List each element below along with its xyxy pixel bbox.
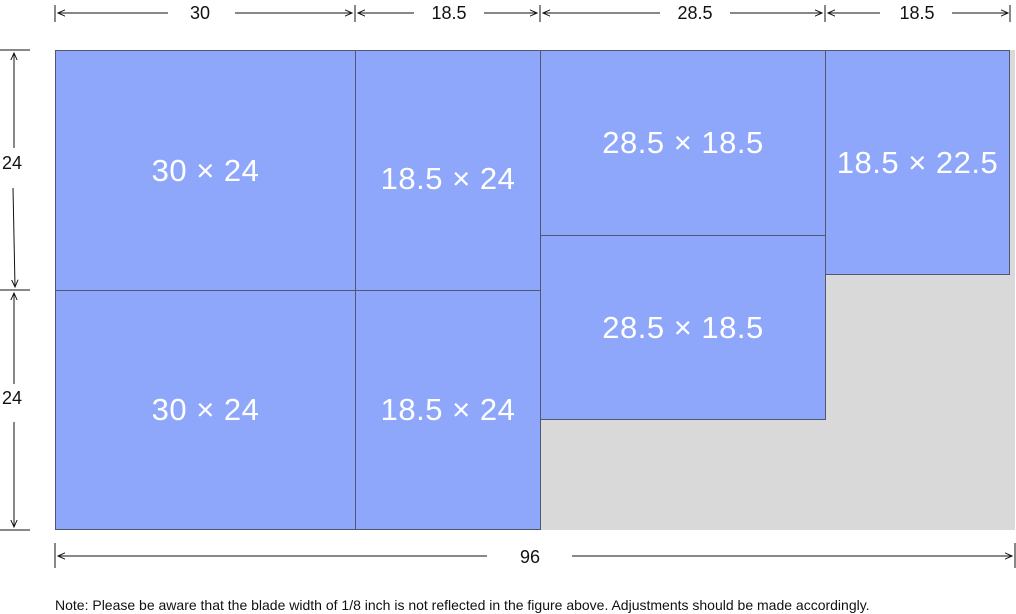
piece-label: 18.5 × 22.5: [836, 144, 999, 180]
total-width-label: 96: [519, 547, 541, 567]
piece: 30 × 24: [55, 290, 356, 530]
piece-label: 18.5 × 24: [380, 392, 516, 427]
left-dimension-label: 24: [2, 153, 23, 173]
piece: 28.5 × 18.5: [540, 50, 826, 236]
piece: 18.5 × 24: [355, 50, 541, 291]
piece-label: 28.5 × 18.5: [602, 125, 764, 160]
left-dimension-label: 24: [2, 388, 23, 408]
piece-label: 30 × 24: [151, 152, 260, 188]
piece: 28.5 × 18.5: [540, 235, 826, 420]
piece-label: 28.5 × 18.5: [602, 309, 764, 345]
piece-label: 18.5 × 24: [380, 160, 516, 196]
top-dimension-label: 30: [189, 3, 211, 23]
piece: 30 × 24: [55, 50, 356, 291]
top-dimension-label: 18.5: [431, 3, 467, 23]
piece: 18.5 × 22.5: [825, 50, 1010, 275]
piece: 18.5 × 24: [355, 290, 541, 530]
board-waste-area: 30 × 24 30 × 24 18.5 × 24 18.5 × 24 28.5…: [55, 50, 1015, 530]
top-dimension-label: 28.5: [677, 3, 713, 23]
blade-width-note: Note: Please be aware that the blade wid…: [55, 597, 870, 613]
piece-label: 30 × 24: [151, 392, 260, 427]
top-dimension-label: 18.5: [899, 3, 935, 23]
